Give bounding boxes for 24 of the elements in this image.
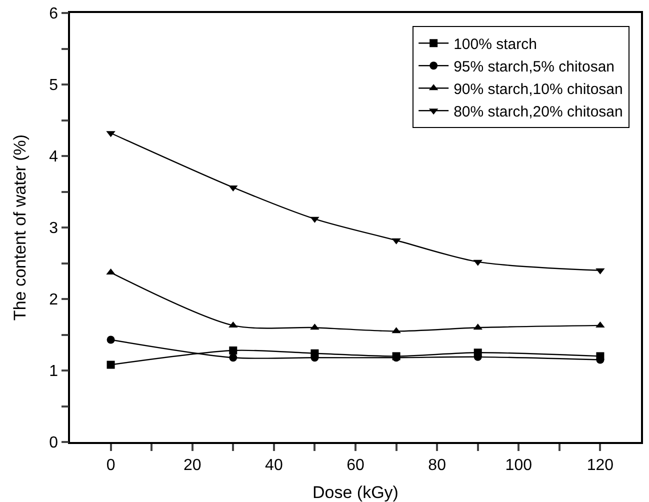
- legend-label: 95% starch,5% chitosan: [454, 58, 614, 76]
- x-tick-label: 80: [428, 456, 446, 474]
- x-axis-title: Dose (kGy): [312, 483, 398, 502]
- y-axis-title: The content of water (%): [10, 134, 30, 321]
- x-tick-label: 60: [346, 456, 364, 474]
- point: [229, 346, 238, 354]
- y-tick-label: 2: [49, 292, 58, 309]
- x-tick-label: 20: [183, 456, 202, 474]
- x-tick-label: 100: [505, 456, 532, 474]
- legend-label: 100% starch: [454, 36, 537, 53]
- y-tick-label: 4: [49, 148, 58, 166]
- y-tick-label: 0: [49, 434, 58, 452]
- x-tick-label: 120: [586, 456, 614, 474]
- point: [106, 336, 115, 344]
- legend-label: 90% starch,10% chitosan: [454, 80, 623, 98]
- point: [106, 360, 115, 369]
- y-tick-label: 6: [49, 6, 58, 23]
- x-tick-label: 0: [106, 456, 116, 474]
- y-tick-label: 1: [49, 363, 58, 380]
- legend-label: 80% starch,20% chitosan: [454, 103, 623, 120]
- y-tick-label: 3: [49, 220, 58, 238]
- point: [229, 354, 238, 362]
- y-tick-label: 5: [49, 77, 58, 94]
- x-tick-label: 40: [265, 456, 283, 474]
